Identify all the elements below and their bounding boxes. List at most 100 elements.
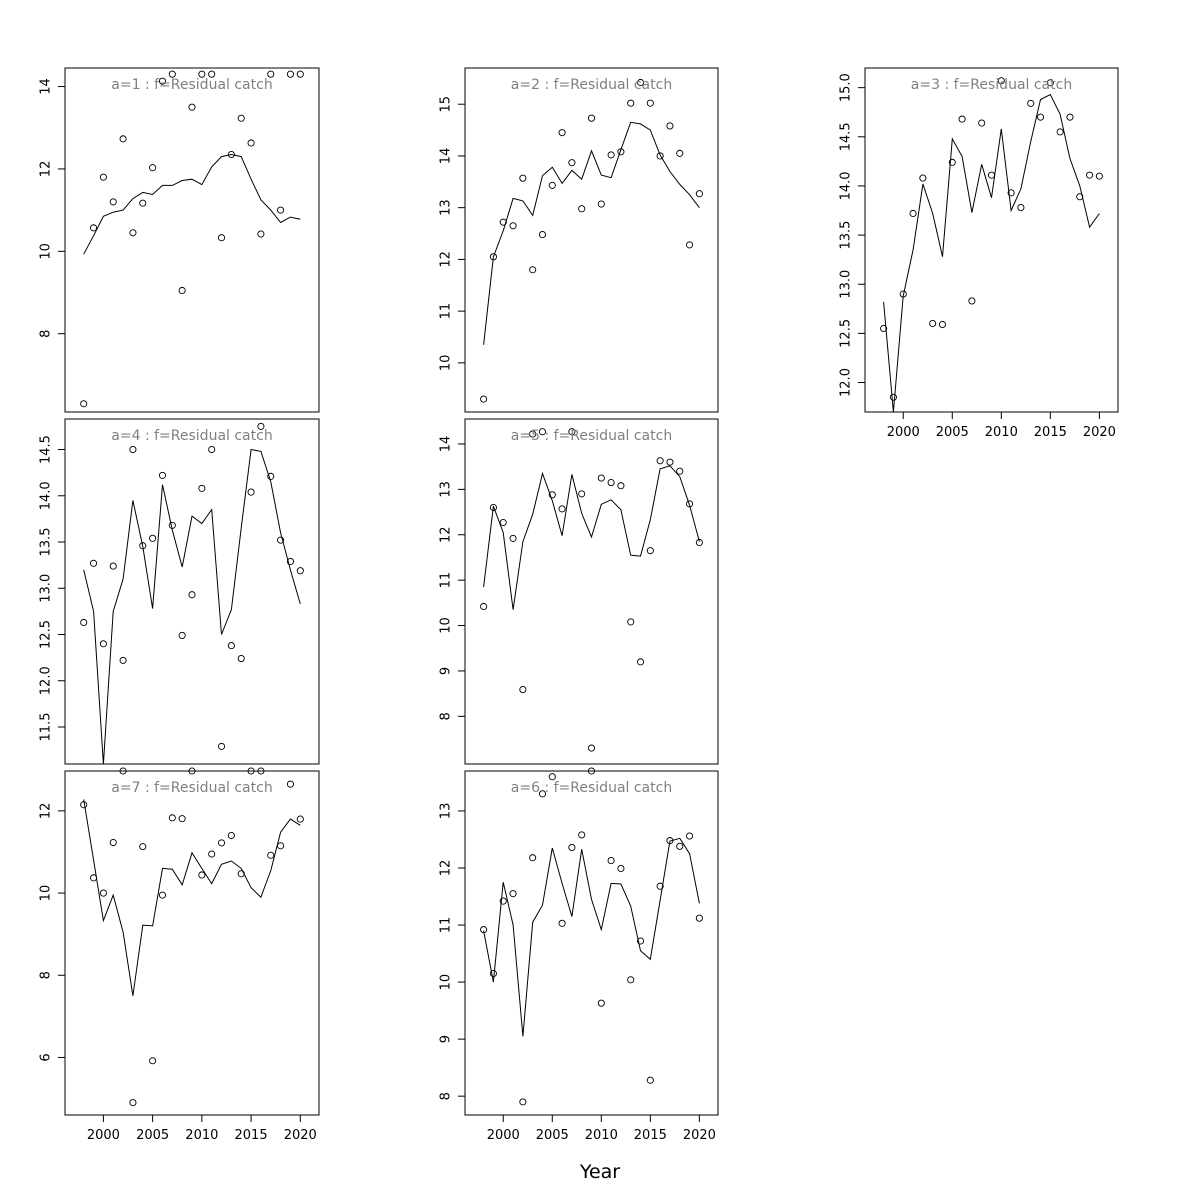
data-point bbox=[686, 832, 694, 840]
data-point bbox=[1046, 79, 1054, 87]
data-point bbox=[617, 148, 625, 156]
data-point bbox=[198, 484, 206, 492]
data-point bbox=[158, 77, 167, 85]
y-tick-label: 13.0 bbox=[839, 270, 854, 299]
data-point bbox=[227, 642, 235, 650]
y-tick-label: 11.5 bbox=[39, 713, 54, 742]
y-tick-label: 13.0 bbox=[39, 574, 54, 603]
data-point bbox=[880, 324, 888, 333]
data-point bbox=[267, 70, 275, 78]
data-point bbox=[296, 815, 304, 823]
data-point bbox=[666, 458, 674, 466]
data-point bbox=[80, 400, 88, 408]
plot-frame bbox=[464, 418, 719, 765]
data-point bbox=[509, 222, 517, 230]
data-point bbox=[519, 1098, 527, 1106]
data-point bbox=[948, 158, 956, 166]
plot-frame bbox=[464, 770, 719, 1116]
data-point bbox=[558, 919, 566, 927]
x-tick-label: 2020 bbox=[284, 1128, 317, 1143]
data-point bbox=[617, 482, 625, 490]
data-point bbox=[227, 150, 235, 159]
data-point bbox=[149, 164, 157, 172]
x-tick-label: 2005 bbox=[936, 425, 969, 440]
data-point bbox=[188, 767, 196, 775]
y-tick-label: 12.5 bbox=[39, 620, 54, 649]
data-point bbox=[899, 290, 907, 298]
data-point bbox=[90, 224, 98, 232]
data-point bbox=[119, 135, 127, 143]
data-point bbox=[109, 198, 117, 206]
data-point bbox=[558, 129, 566, 137]
data-point bbox=[509, 534, 517, 542]
panel: 8 10 12 14 a=1 : f=Residual catch bbox=[39, 67, 320, 413]
data-point bbox=[938, 320, 947, 329]
y-tick-label: 12.0 bbox=[39, 666, 54, 695]
y-tick-label: 14 bbox=[39, 78, 54, 95]
y-tick-label: 14.0 bbox=[39, 481, 54, 510]
data-point bbox=[1027, 99, 1035, 107]
data-point bbox=[237, 114, 245, 122]
data-point bbox=[646, 1076, 654, 1084]
y-tick-label: 14.0 bbox=[839, 171, 854, 200]
data-point bbox=[80, 801, 88, 809]
data-point bbox=[158, 471, 167, 479]
x-tick-label: 2005 bbox=[136, 1128, 169, 1143]
data-point bbox=[119, 656, 127, 664]
data-point bbox=[538, 231, 547, 239]
data-point bbox=[257, 422, 265, 430]
panel-title: a=3 : f=Residual catch bbox=[911, 77, 1072, 93]
data-point bbox=[666, 837, 674, 845]
y-tick-label: 12.5 bbox=[839, 319, 854, 348]
data-point bbox=[587, 767, 596, 775]
data-point bbox=[646, 547, 654, 555]
panel-title: a=4 : f=Residual catch bbox=[111, 428, 272, 444]
data-point bbox=[1056, 128, 1064, 136]
y-tick-label: 13 bbox=[439, 199, 454, 216]
y-tick-label: 12 bbox=[439, 860, 454, 877]
data-point bbox=[489, 969, 497, 978]
data-point bbox=[1095, 172, 1103, 180]
data-point bbox=[695, 538, 703, 547]
data-point bbox=[277, 206, 285, 214]
data-point bbox=[676, 149, 684, 157]
data-point bbox=[686, 500, 694, 508]
data-point bbox=[578, 205, 586, 213]
x-tick-label: 2000 bbox=[487, 1128, 520, 1143]
panel: 10 11 12 13 14 15 a=2 : f=Residual catch bbox=[439, 67, 719, 413]
data-point bbox=[597, 999, 605, 1007]
fitted-line bbox=[483, 837, 700, 1037]
data-point bbox=[509, 890, 517, 898]
data-point bbox=[267, 851, 275, 859]
data-point bbox=[1036, 113, 1045, 121]
y-tick-label: 10 bbox=[39, 885, 54, 902]
data-point bbox=[286, 557, 294, 565]
data-point bbox=[558, 505, 566, 513]
data-point bbox=[607, 479, 615, 487]
data-point bbox=[499, 518, 507, 527]
data-point bbox=[80, 618, 88, 627]
data-point bbox=[109, 838, 117, 847]
plot-frame bbox=[64, 770, 320, 1116]
data-point bbox=[217, 742, 226, 750]
data-point bbox=[267, 472, 275, 480]
data-point bbox=[695, 190, 703, 198]
data-point bbox=[129, 229, 137, 237]
data-point bbox=[627, 99, 635, 107]
data-point bbox=[188, 103, 196, 111]
data-point bbox=[676, 467, 684, 475]
y-tick-label: 14 bbox=[439, 148, 454, 165]
fitted-line bbox=[83, 153, 301, 255]
data-point bbox=[99, 173, 107, 181]
data-point bbox=[257, 230, 265, 238]
data-point bbox=[538, 790, 547, 798]
data-point bbox=[666, 122, 674, 130]
panel: 8 9 10 11 12 13 2000 2005 2010 2015 2020 a=6 : f=Re… bbox=[439, 767, 719, 1143]
data-point bbox=[119, 767, 127, 775]
data-point bbox=[1007, 189, 1015, 197]
data-point bbox=[686, 241, 694, 249]
x-tick-label: 2010 bbox=[985, 425, 1018, 440]
panel: 6 8 10 12 2000 2005 2010 2015 2020 a=7 : f=Residu… bbox=[39, 767, 320, 1143]
data-point bbox=[99, 889, 107, 897]
